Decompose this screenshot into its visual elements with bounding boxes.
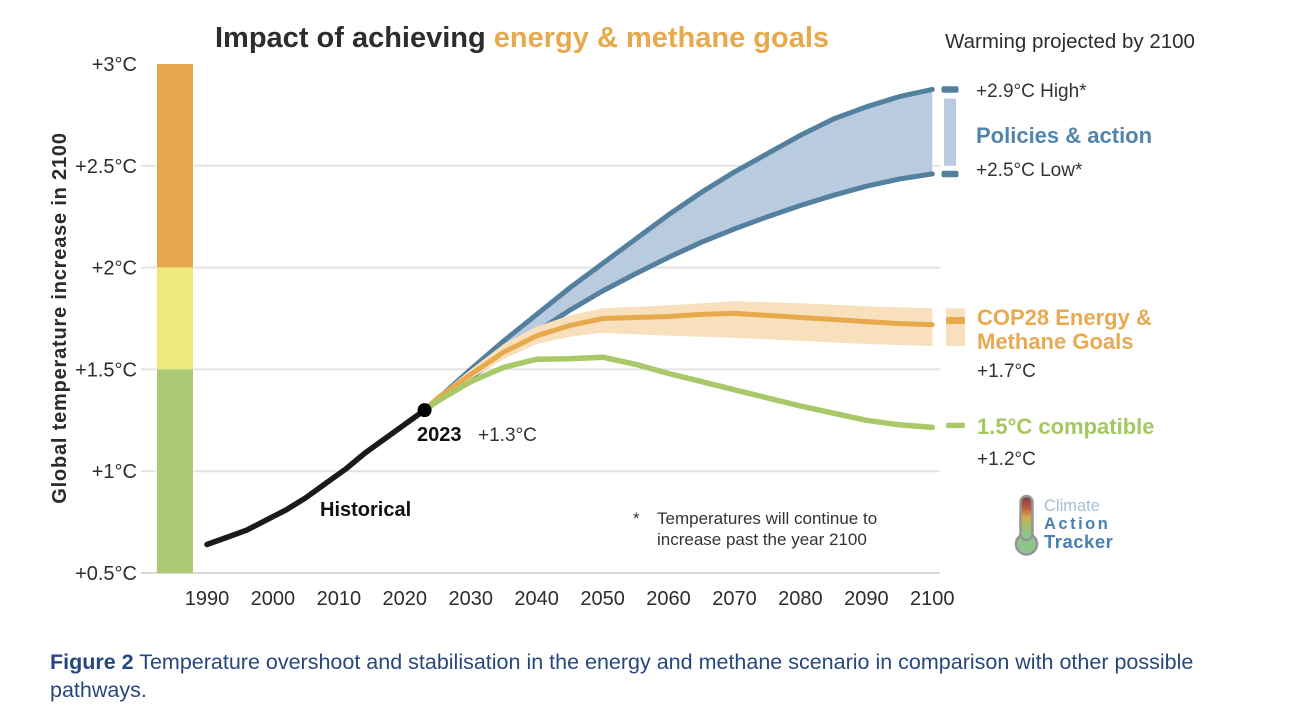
y-tick-layer: +3°C +2.5°C +2°C +1.5°C +1°C +0.5°C xyxy=(75,54,137,585)
end-cap-bar xyxy=(946,308,965,346)
x-tick-label: 2020 xyxy=(383,588,428,610)
scenario-line-historical xyxy=(204,407,428,548)
logo-text-tracker: Tracker xyxy=(1044,531,1113,552)
y-tick-label: +2.5°C xyxy=(75,156,137,178)
end-cap-layer xyxy=(941,86,965,429)
figure-caption-text: Temperature overshoot and stabilisation … xyxy=(50,650,1194,702)
end-cap-dash xyxy=(946,422,965,429)
axis-bar-layer xyxy=(157,64,193,573)
scenario-band-edge xyxy=(422,86,935,413)
y-tick-label: +1°C xyxy=(92,461,137,483)
x-tick-label: 2100 xyxy=(910,588,955,610)
x-tick-label: 2000 xyxy=(251,588,296,610)
label-cop28-value: +1.7°C xyxy=(977,361,1036,382)
scenario-line-cop_mid xyxy=(422,310,935,413)
label-2023: 2023 xyxy=(417,424,462,446)
marker-2023-dot xyxy=(417,403,432,418)
label-cop28-line2: Methane Goals xyxy=(977,329,1133,354)
label-policies-high: +2.9°C High* xyxy=(976,81,1087,102)
climate-action-tracker-logo: Climate Action Tracker xyxy=(1014,494,1113,556)
x-tick-label: 2050 xyxy=(580,588,625,610)
chart-title-orange: energy & methane goals xyxy=(494,22,829,54)
chart-svg: 1990 2000 2010 2020 2030 2040 2050 2060 2070 2080… xyxy=(49,22,1195,610)
y-axis-title: Global temperature increase in 2100 xyxy=(49,132,71,504)
chart-title-dark: Impact of achieving xyxy=(215,22,494,54)
scenario-band xyxy=(424,89,933,411)
label-compatible-value: +1.2°C xyxy=(977,449,1036,470)
x-tick-layer: 1990 2000 2010 2020 2030 2040 2050 2060 2070 2080… xyxy=(185,588,955,610)
logo-text-action: Action xyxy=(1044,515,1110,533)
end-cap-bar xyxy=(944,98,956,166)
gridline-layer xyxy=(141,164,940,574)
label-temp-2023: +1.3°C xyxy=(478,425,537,446)
chart-title: Impact of achieving energy & methane goa… xyxy=(215,22,829,54)
label-cop28-line1: COP28 Energy & xyxy=(977,305,1152,330)
x-tick-label: 1990 xyxy=(185,588,230,610)
figure-caption-number: Figure 2 xyxy=(50,650,134,674)
footnote-line1: Temperatures will continue to xyxy=(657,509,877,528)
footnote-line2: increase past the year 2100 xyxy=(657,530,867,549)
label-historical: Historical xyxy=(320,499,411,521)
thermometer-tube xyxy=(1019,494,1034,542)
series-layer xyxy=(204,86,936,548)
axis-bar-segment xyxy=(157,369,193,573)
y-tick-label: +1.5°C xyxy=(75,359,137,381)
x-tick-label: 2090 xyxy=(844,588,889,610)
figure-caption: Figure 2 Temperature overshoot and stabi… xyxy=(50,648,1230,704)
x-tick-label: 2060 xyxy=(646,588,691,610)
end-cap-dash xyxy=(941,170,959,178)
logo-text-climate: Climate xyxy=(1044,497,1100,515)
x-tick-label: 2070 xyxy=(712,588,757,610)
label-policies-low: +2.5°C Low* xyxy=(976,160,1083,181)
axis-bar-segment xyxy=(157,64,193,268)
label-compatible-name: 1.5°C compatible xyxy=(977,414,1155,439)
footnote-star: * xyxy=(633,509,640,528)
y-tick-label: +2°C xyxy=(92,258,137,280)
label-policies-name: Policies & action xyxy=(976,123,1152,148)
y-tick-label: +0.5°C xyxy=(75,563,137,585)
x-tick-label: 2040 xyxy=(514,588,559,610)
end-cap-dash xyxy=(946,317,965,325)
end-cap-dash xyxy=(941,86,959,93)
y-tick-label: +3°C xyxy=(92,54,137,76)
axis-bar-segment xyxy=(157,267,193,370)
x-tick-label: 2010 xyxy=(317,588,362,610)
scenario-band xyxy=(424,301,933,411)
subtitle-warming-projected: Warming projected by 2100 xyxy=(945,30,1195,53)
x-tick-label: 2030 xyxy=(448,588,493,610)
x-tick-label: 2080 xyxy=(778,588,823,610)
scenario-line-compat xyxy=(421,354,936,431)
